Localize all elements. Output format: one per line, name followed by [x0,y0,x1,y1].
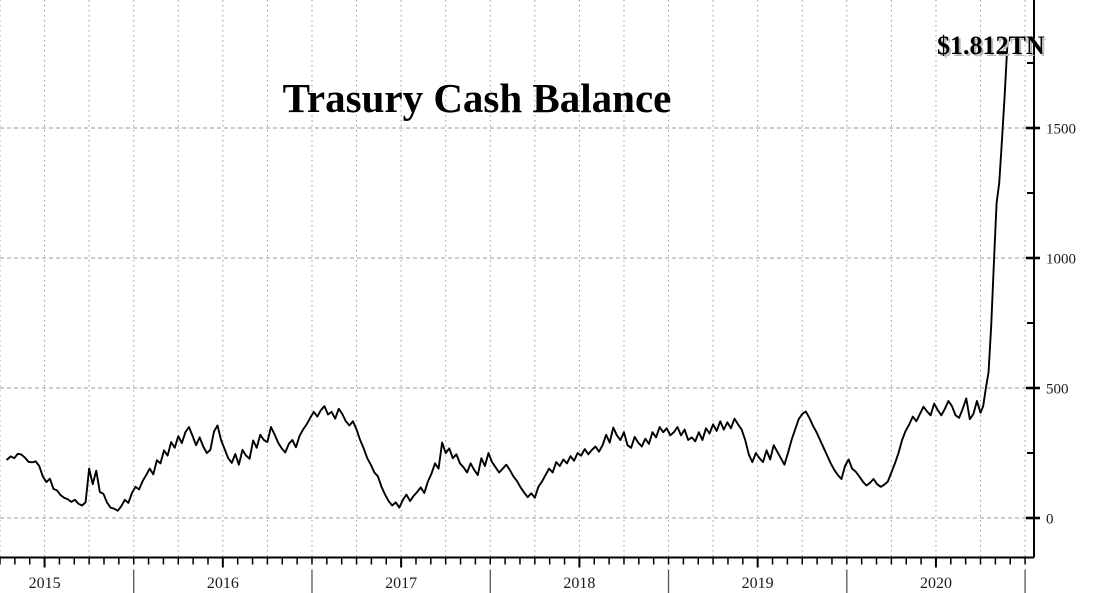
x-axis-year-separators [133,569,1026,593]
x-axis-minor-ticks [0,557,1026,568]
chart-title: Trasury Cash Balance [283,75,672,121]
y-tick-label: 1500 [1046,122,1076,138]
data-series-line [6,45,1009,512]
x-tick-label: 2018 [563,575,595,592]
x-axis-tick-labels: 2015 2016 2017 2018 2019 2020 [29,575,952,592]
x-tick-label: 2016 [207,575,239,592]
latest-value-callout: $1.812TN [937,31,1045,60]
latest-value-callout-shadow: $1.812TN [939,33,1047,62]
y-axis-tick-labels: 0 500 1000 1500 [1046,122,1076,528]
x-tick-label: 2015 [29,575,61,592]
y-tick-label: 500 [1046,382,1069,398]
horizontal-gridlines [0,127,1034,519]
y-tick-label: 1000 [1046,252,1076,268]
x-tick-label: 2020 [920,575,952,592]
y-tick-label: 0 [1046,512,1054,528]
x-tick-label: 2019 [742,575,774,592]
x-tick-label: 2017 [385,575,417,592]
